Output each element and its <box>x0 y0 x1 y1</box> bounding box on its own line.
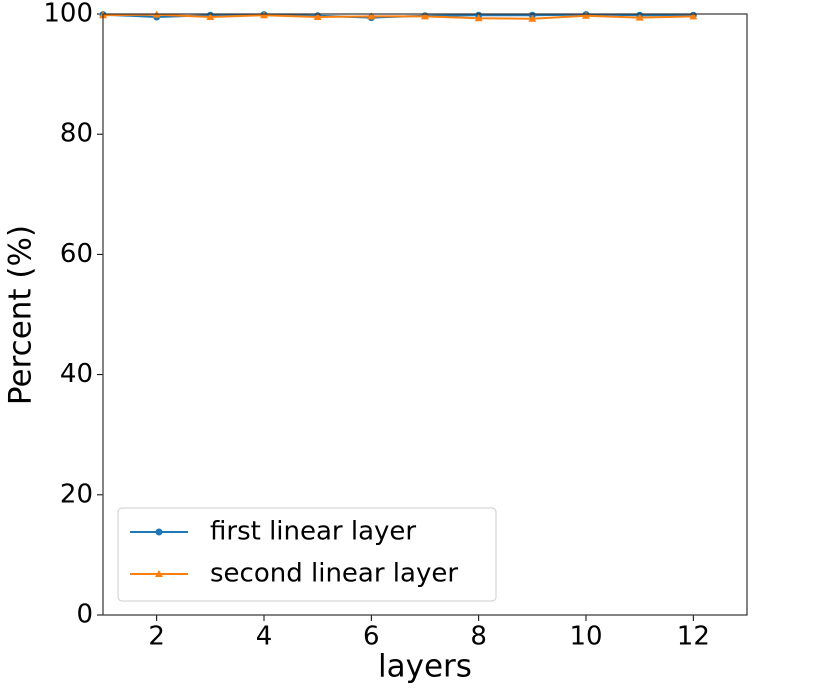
y-tick-label: 20 <box>60 479 93 509</box>
marker <box>313 13 322 21</box>
x-tick-label: 2 <box>148 622 165 652</box>
legend-label: first linear layer <box>210 517 416 547</box>
marker <box>421 12 429 20</box>
marker <box>260 11 268 19</box>
y-tick-label: 40 <box>60 359 93 389</box>
y-tick-label: 0 <box>76 600 93 630</box>
data-line <box>102 13 694 20</box>
marker <box>474 14 483 22</box>
legend-label: second linear layer <box>210 559 458 589</box>
marker <box>635 13 644 21</box>
plot-frame <box>102 13 748 616</box>
x-tick-label: 12 <box>677 622 710 652</box>
legend-box <box>117 507 497 602</box>
x-tick-label: 8 <box>470 622 487 652</box>
legend-marker <box>155 528 163 536</box>
legend-marker <box>155 570 163 577</box>
x-tick-label: 10 <box>569 622 602 652</box>
marker <box>206 13 215 21</box>
y-tick-label: 100 <box>43 0 93 29</box>
x-axis-label: layers <box>378 649 472 685</box>
marker <box>528 14 537 22</box>
y-tick-label: 60 <box>60 239 93 269</box>
x-tick-label: 4 <box>256 622 273 652</box>
x-tick-label: 6 <box>363 622 380 652</box>
y-axis-label: Percent (%) <box>3 225 39 405</box>
marker <box>582 11 590 19</box>
marker <box>367 12 376 20</box>
y-tick-label: 80 <box>60 119 93 149</box>
marker <box>689 12 698 20</box>
